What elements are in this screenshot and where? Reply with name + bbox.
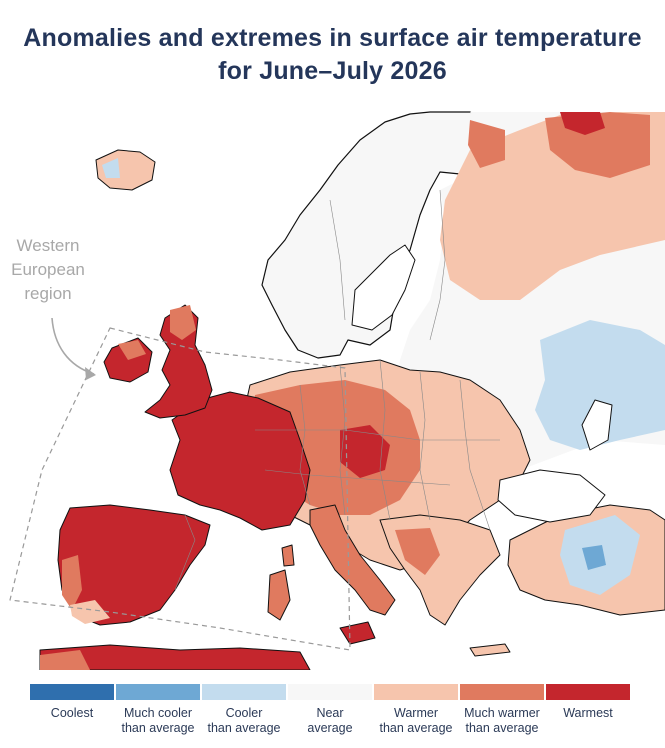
- legend-swatch-much-warmer: [460, 684, 544, 700]
- legend-label-warmer: Warmer than average: [374, 706, 458, 736]
- baltic-sea: [351, 244, 416, 331]
- region-annotation-arrowhead: [85, 367, 96, 380]
- region-label-line3: region: [24, 284, 72, 303]
- map-title-line2: for June–July 2026: [218, 57, 447, 85]
- legend-item-much-warmer: Much warmer than average: [460, 684, 544, 736]
- legend-item-warmer: Warmer than average: [374, 684, 458, 736]
- iceland-land: [95, 149, 156, 191]
- legend-label-line1: Warmest: [563, 706, 613, 720]
- legend-swatch-cooler: [202, 684, 286, 700]
- legend-label-line2: than average: [379, 721, 453, 735]
- europe-temperature-map: [9, 111, 665, 670]
- legend-swatch-near-average: [288, 684, 372, 700]
- legend-label-near-average: Near average: [288, 706, 372, 736]
- iceland-cooler: [102, 158, 120, 178]
- legend-item-warmest: Warmest: [546, 684, 630, 721]
- france-land: [169, 391, 311, 531]
- corsica-land: [281, 544, 295, 567]
- balkans-warmer: [395, 528, 440, 575]
- cooler-east: [535, 320, 665, 450]
- legend-label-line1: Coolest: [50, 706, 94, 720]
- legend-label-line1: Warmer: [394, 706, 438, 720]
- warmest-central: [340, 425, 390, 478]
- legend-item-coolest: Coolest: [30, 684, 114, 721]
- western-europe-region-label: Western European region: [6, 234, 90, 306]
- ireland-north-warmer: [118, 340, 146, 360]
- western-europe-region-outline: [9, 327, 351, 651]
- legend-swatch-warmer: [374, 684, 458, 700]
- legend-label-cooler: Cooler than average: [202, 706, 286, 736]
- legend-label-line2: than average: [207, 721, 281, 735]
- region-label-line2: European: [11, 260, 85, 279]
- map-title: Anomalies and extremes in surface air te…: [0, 22, 665, 88]
- legend-item-cooler: Cooler than average: [202, 684, 286, 736]
- legend-label-line1: Much warmer: [464, 706, 540, 720]
- iberia-land: [57, 504, 211, 626]
- legend-label-line2: than average: [465, 721, 539, 735]
- turkey-much-cooler: [582, 545, 606, 570]
- legend-label-line1: Much cooler: [123, 706, 193, 720]
- iberia-south-patch: [70, 600, 110, 624]
- north-africa-warmer: [40, 650, 90, 670]
- iberia-warmer-patch: [62, 555, 82, 610]
- great-britain-land: [144, 304, 213, 419]
- country-borders: [174, 189, 500, 591]
- legend-item-much-cooler: Much cooler than average: [116, 684, 200, 736]
- legend-item-near-average: Near average: [288, 684, 372, 736]
- crete-land: [469, 643, 511, 657]
- legend-swatch-warmest: [546, 684, 630, 700]
- scotland-warmer: [170, 305, 196, 340]
- legend-swatch-much-cooler: [116, 684, 200, 700]
- sardinia-land: [267, 569, 291, 621]
- legend-label-line1: Cooler: [225, 706, 263, 720]
- region-label-line1: Western: [16, 236, 80, 255]
- black-sea: [497, 469, 606, 523]
- legend-label-coolest: Coolest: [30, 706, 114, 721]
- legend-swatch-coolest: [30, 684, 114, 700]
- legend-label-line1: Near: [316, 706, 344, 720]
- warmest-north: [560, 112, 605, 135]
- legend-label-line2: than average: [121, 721, 195, 735]
- legend-label-warmest: Warmest: [546, 706, 630, 721]
- legend-label-much-warmer: Much warmer than average: [460, 706, 544, 736]
- legend-label-much-cooler: Much cooler than average: [116, 706, 200, 736]
- legend-label-line2: average: [307, 721, 353, 735]
- north-africa-land: [39, 644, 311, 670]
- scandinavia-land: [261, 111, 506, 359]
- map-title-line1: Anomalies and extremes in surface air te…: [23, 24, 642, 52]
- italy-land: [309, 504, 396, 616]
- region-annotation-arrow: [51, 317, 95, 375]
- much-warmer-kola: [468, 120, 505, 168]
- caspian-sea: [581, 399, 613, 451]
- sicily-land: [339, 621, 376, 645]
